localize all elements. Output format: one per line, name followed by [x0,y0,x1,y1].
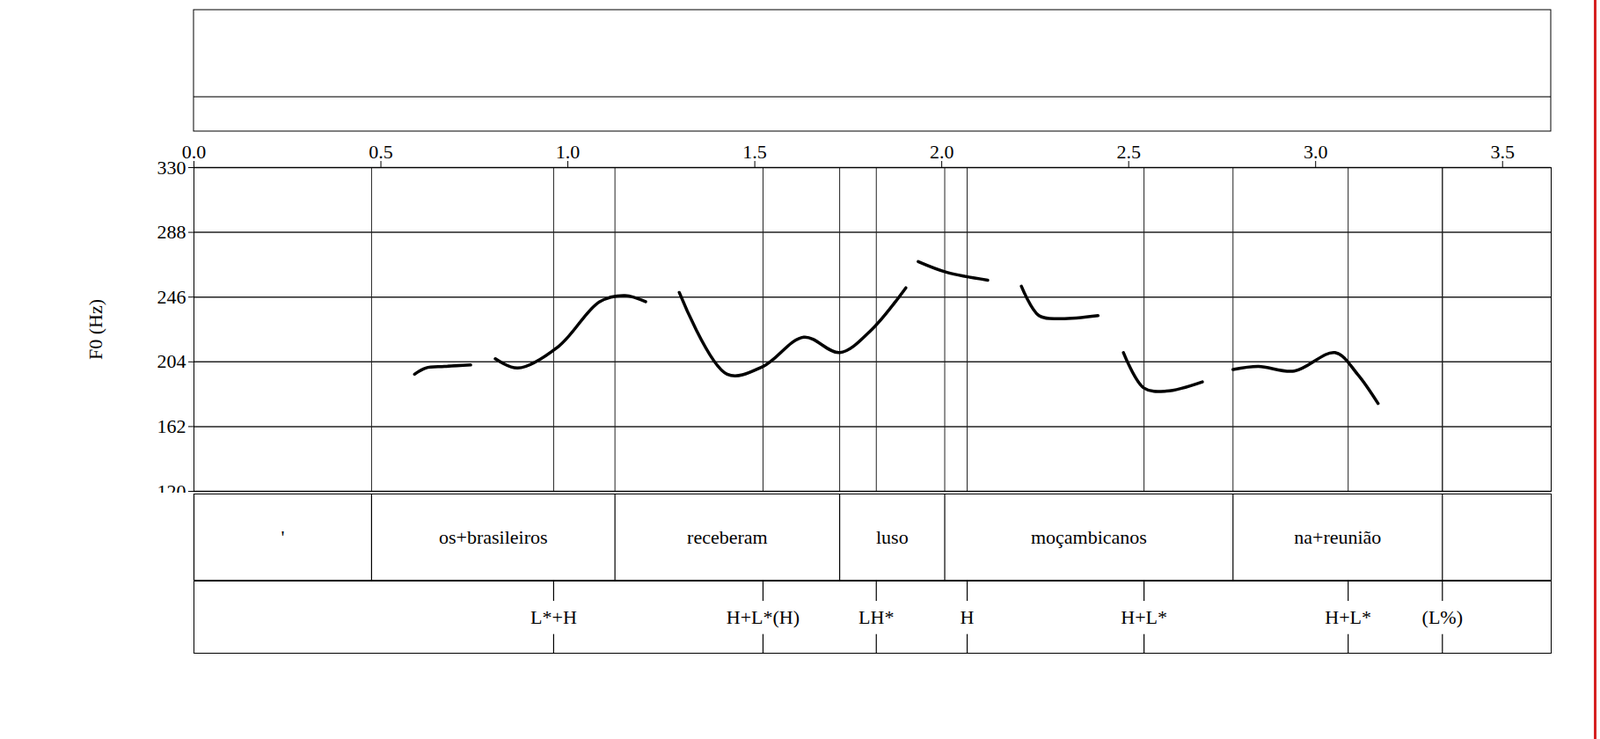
svg-text:os+brasileiros: os+brasileiros [438,526,548,548]
svg-text:120: 120 [157,480,187,493]
svg-text:moçambicanos: moçambicanos [1030,526,1148,548]
svg-text:330: 330 [157,156,187,179]
svg-text:L*+H: L*+H [530,606,578,629]
svg-text:na+reunião: na+reunião [1293,526,1381,548]
svg-text:LH*: LH* [858,606,894,629]
svg-text:246: 246 [157,285,187,308]
svg-text:H: H [960,606,975,629]
svg-text:0.0: 0.0 [182,140,207,163]
svg-text:2.5: 2.5 [1116,140,1141,163]
svg-text:2.0: 2.0 [929,140,955,163]
svg-text:1.5: 1.5 [742,140,768,163]
svg-text:H+L*: H+L* [1120,606,1168,629]
svg-text:1.0: 1.0 [555,140,581,163]
svg-text:luso: luso [876,526,909,548]
svg-text:3.0: 3.0 [1303,140,1329,163]
svg-text:F0 (Hz): F0 (Hz) [84,299,107,360]
svg-text:receberam: receberam [686,526,768,548]
svg-text:H+L*: H+L* [1324,606,1372,629]
svg-text:204: 204 [157,350,187,373]
svg-text:(L%): (L%) [1422,606,1463,629]
svg-text:162: 162 [157,415,187,438]
svg-text:0.5: 0.5 [368,140,394,163]
svg-text:288: 288 [157,220,187,243]
svg-text:H+L*(H): H+L*(H) [726,606,800,629]
svg-text:': ' [280,526,285,548]
svg-text:3.5: 3.5 [1490,140,1515,163]
